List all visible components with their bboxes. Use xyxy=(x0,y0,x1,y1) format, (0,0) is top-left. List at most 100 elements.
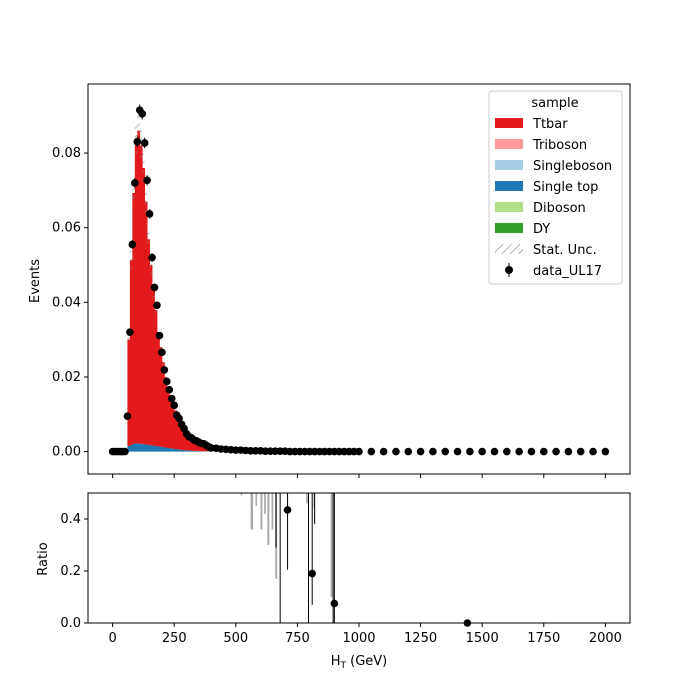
bar-ttbar xyxy=(189,436,192,451)
data-point xyxy=(121,447,129,456)
x-tick-label: 750 xyxy=(285,631,310,646)
data-point xyxy=(367,447,376,456)
data-point xyxy=(539,447,548,456)
ratio-point xyxy=(330,599,339,608)
data-point xyxy=(126,328,134,336)
bar-ttbar xyxy=(161,362,165,448)
ratio-point xyxy=(308,569,316,578)
data-point xyxy=(150,283,159,292)
ratio-y-tick-label: 0.4 xyxy=(60,512,81,527)
stack-bars xyxy=(127,130,212,452)
y-tick-label: 0.02 xyxy=(52,370,81,385)
bar-single-top xyxy=(156,446,160,452)
stat-unc-band xyxy=(154,302,157,317)
legend-label: Single top xyxy=(533,180,598,195)
bar-ttbar xyxy=(198,444,202,452)
legend-label: Diboson xyxy=(533,201,586,216)
bar-single-top xyxy=(193,450,197,452)
data-point xyxy=(416,447,425,456)
x-tick-label: 1250 xyxy=(404,631,437,646)
data-point xyxy=(478,447,486,456)
ratio-unc-band xyxy=(255,493,258,506)
legend-swatch xyxy=(495,139,523,149)
bar-single-top xyxy=(169,448,173,452)
ratio-plot-frame xyxy=(87,492,631,624)
x-tick-label: 1000 xyxy=(342,631,375,646)
data-point xyxy=(527,447,536,456)
bar-ttbar xyxy=(134,138,138,444)
bar-single-top xyxy=(132,443,136,452)
bar-single-top xyxy=(176,449,180,452)
data-point xyxy=(143,176,151,185)
data-point xyxy=(355,447,363,456)
bar-ttbar xyxy=(166,388,170,448)
data-point xyxy=(392,447,400,456)
legend-label: Ttbar xyxy=(532,117,568,132)
stat-unc-band xyxy=(139,130,143,161)
y-ticks: 0.00 0.02 0.04 0.06 0.08 xyxy=(52,146,88,460)
bar-single-top xyxy=(154,446,158,452)
legend-label: DY xyxy=(533,222,550,237)
stat-unc-band xyxy=(164,373,167,381)
stat-unc-band xyxy=(174,408,177,413)
bar-ttbar xyxy=(159,347,163,447)
bar-ttbar xyxy=(127,339,131,447)
data-point xyxy=(153,301,161,310)
bar-single-top xyxy=(174,448,178,452)
ratio-y-axis-label: Ratio xyxy=(36,542,51,575)
x-ticks xyxy=(112,474,606,478)
bar-ttbar xyxy=(196,442,200,451)
stat-unc-band xyxy=(142,153,145,183)
x-tick-label: 2000 xyxy=(589,631,622,646)
stat-unc-band xyxy=(159,341,162,353)
data-point xyxy=(466,447,474,456)
data-point xyxy=(158,348,166,357)
x-tick-label: 0 xyxy=(108,631,116,646)
bar-single-top xyxy=(147,444,150,452)
y-tick-label: 0.08 xyxy=(52,146,81,161)
data-point xyxy=(404,447,413,456)
stat-unc-band xyxy=(132,180,135,206)
x-tick-label: 250 xyxy=(162,631,187,646)
y-tick-label: 0.04 xyxy=(52,295,81,310)
bar-single-top xyxy=(171,448,175,452)
bar-ttbar xyxy=(184,431,187,451)
bar-single-top xyxy=(134,443,138,452)
stat-unc-band xyxy=(127,334,130,346)
data-point xyxy=(576,447,585,456)
bar-ttbar xyxy=(186,434,190,451)
main-panel: 0.00 0.02 0.04 0.06 0.08 Events sample Ttbar… xyxy=(28,83,631,478)
data-point xyxy=(170,401,179,410)
x-axis-label: HT (GeV) xyxy=(331,654,388,671)
data-point xyxy=(441,447,450,456)
stat-unc-band xyxy=(144,189,148,215)
ratio-plot-area xyxy=(88,493,630,623)
legend: sample Ttbar Triboson Singleboson Single to… xyxy=(488,90,623,285)
x-tick-label: 500 xyxy=(223,631,248,646)
bar-single-top xyxy=(181,450,185,452)
bar-ttbar xyxy=(149,265,153,446)
data-point xyxy=(379,447,388,456)
y-axis-label: Events xyxy=(28,259,43,303)
data-point xyxy=(133,138,142,146)
bar-single-top xyxy=(186,450,190,452)
data-point xyxy=(175,414,183,423)
bar-ttbar xyxy=(176,418,180,450)
bar-ttbar xyxy=(144,201,148,445)
bar-ttbar xyxy=(193,440,197,451)
ratio-unc-band xyxy=(306,493,308,504)
legend-swatch-hatch xyxy=(495,244,523,254)
bar-ttbar xyxy=(174,410,178,449)
stat-unc-band xyxy=(161,357,165,367)
bar-ttbar xyxy=(171,403,175,449)
bar-single-top xyxy=(139,443,143,452)
ratio-unc-band xyxy=(264,493,266,514)
data-point xyxy=(552,447,560,456)
data-point xyxy=(131,179,139,187)
bar-single-top xyxy=(179,449,183,452)
bar-single-top xyxy=(129,444,133,452)
bar-single-top xyxy=(184,450,187,452)
bar-single-top xyxy=(161,447,165,452)
ratio-unc-band xyxy=(330,493,333,597)
